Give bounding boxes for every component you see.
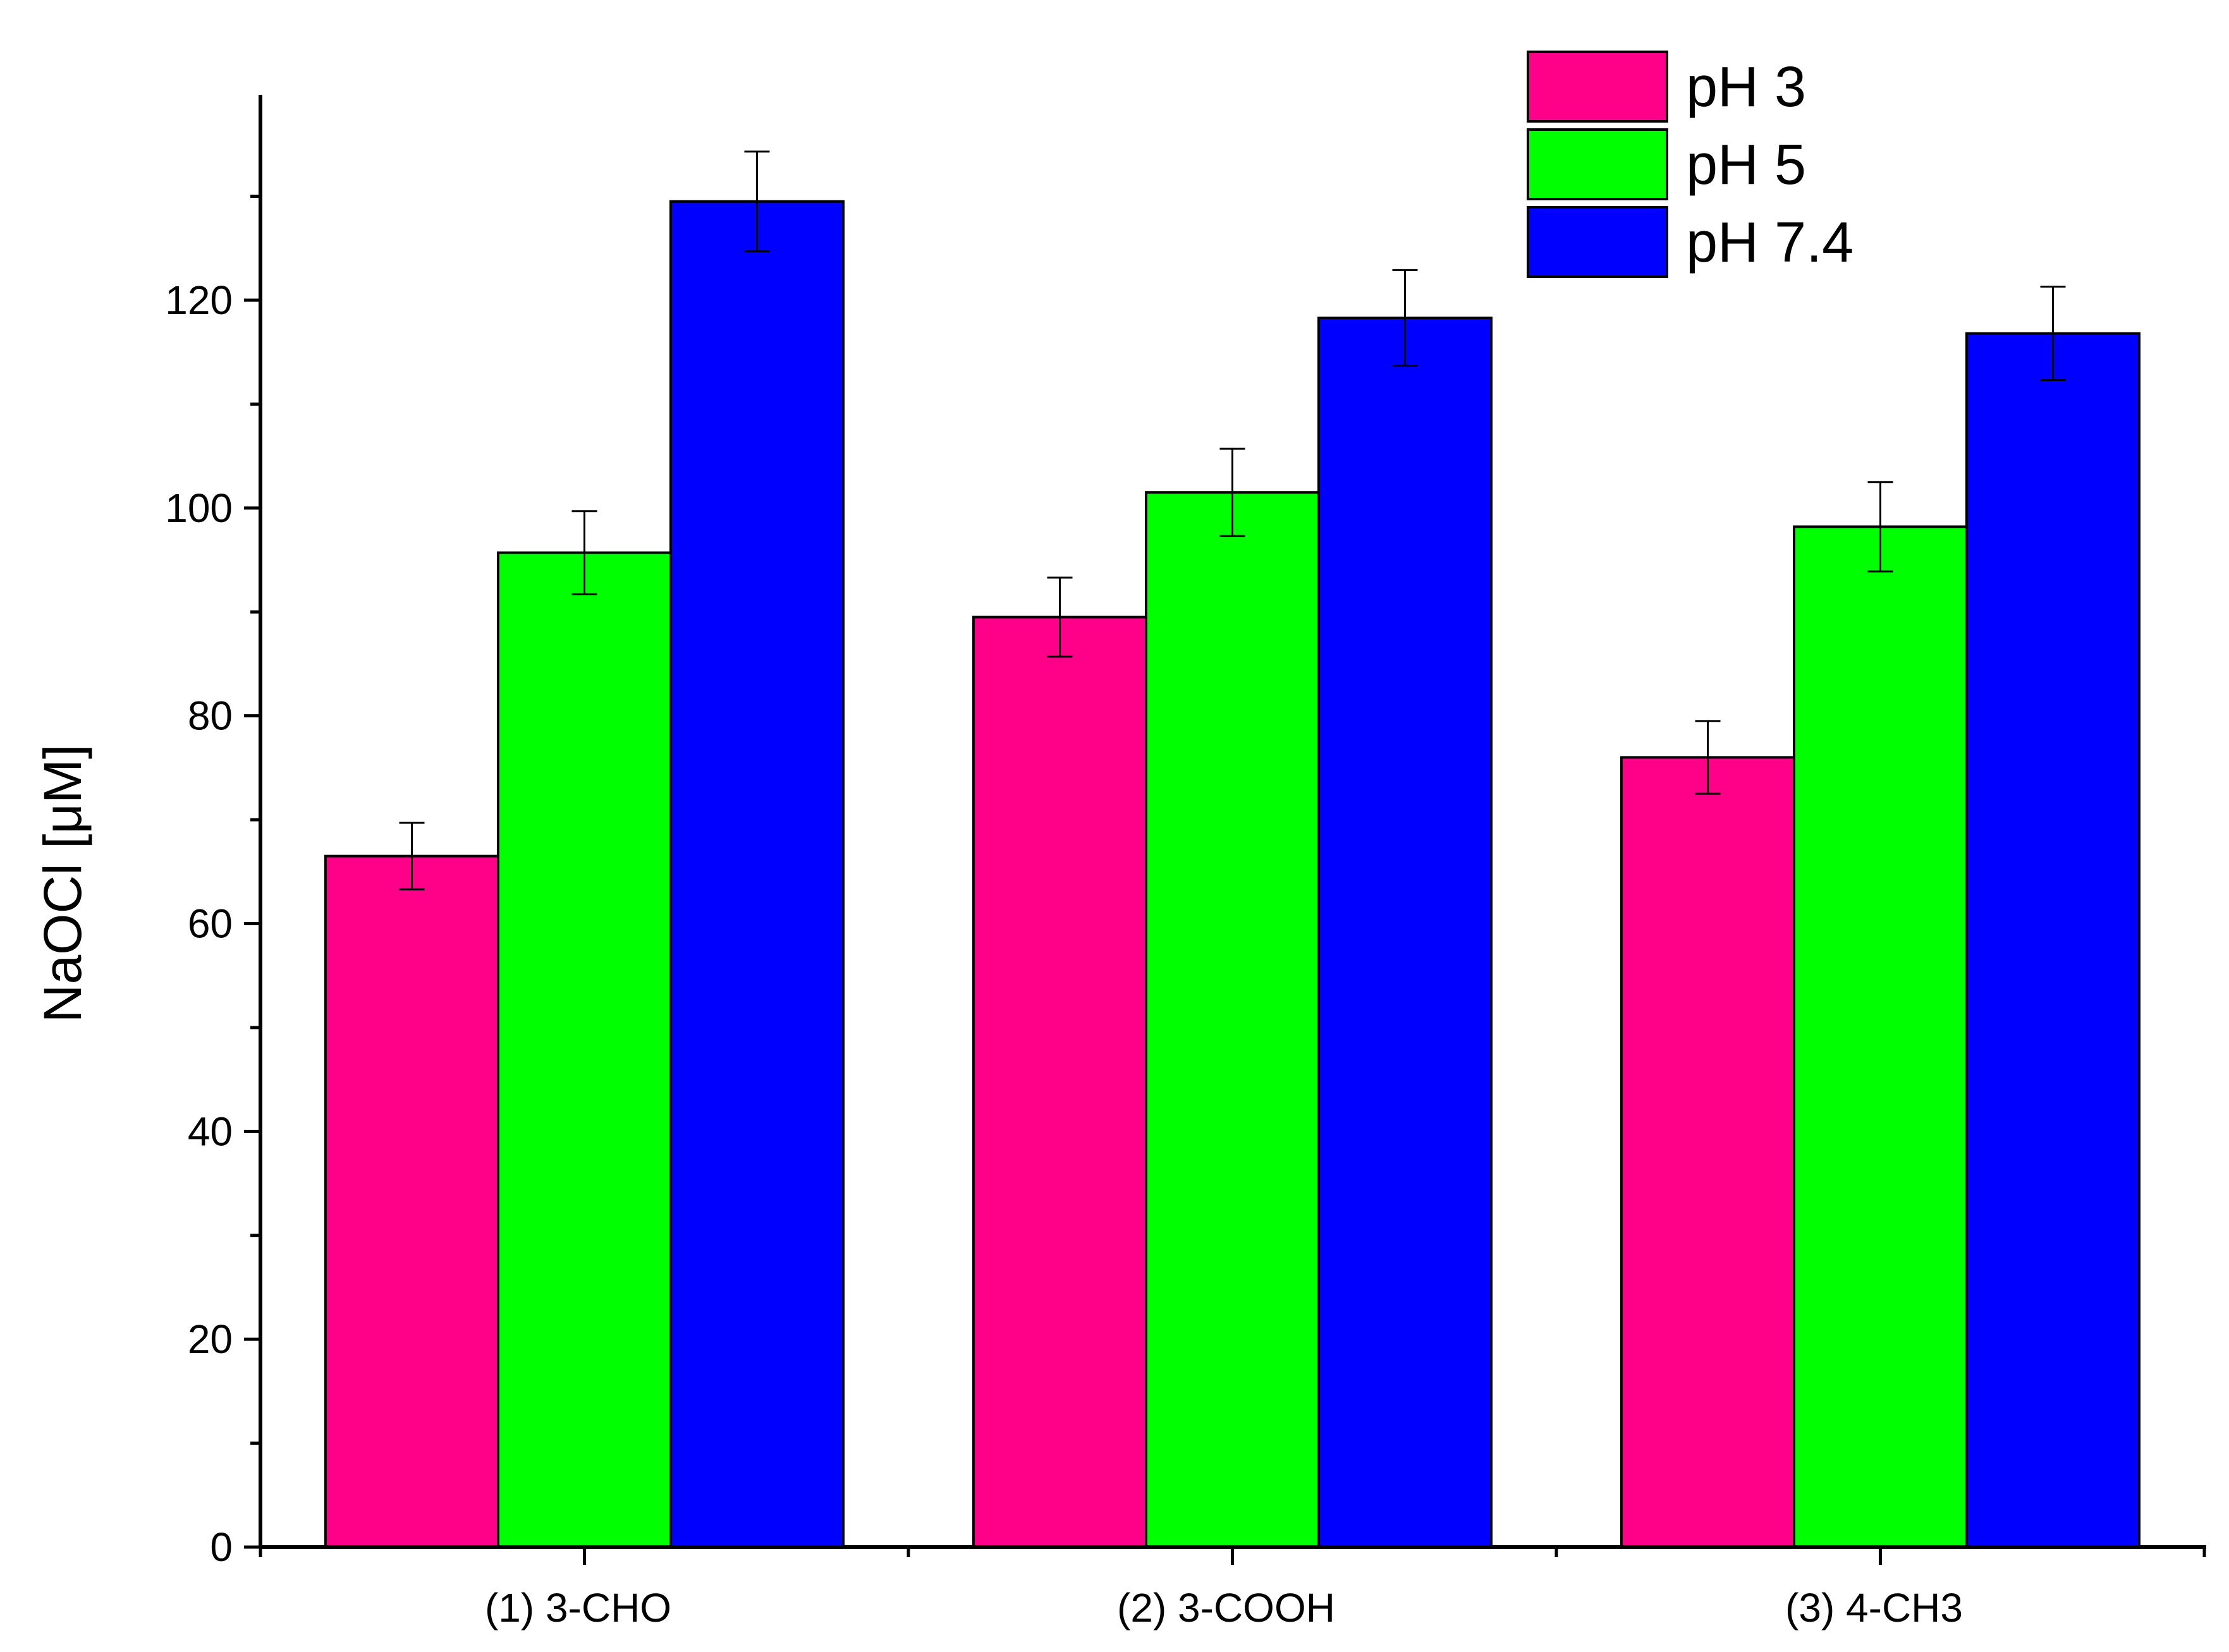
bar-ph-5-2 [1145, 491, 1320, 1549]
error-bar-ph-7.4-3 [2040, 286, 2066, 382]
x-tick-label: (3) 4-CH3 [1785, 1585, 1963, 1631]
bars-group [324, 200, 2140, 1549]
error-bars-group [399, 150, 2066, 890]
legend-label: pH 3 [1686, 56, 1806, 119]
legend: pH 3 pH 5 pH 7.4 [1527, 51, 1853, 278]
bar-ph-5-3 [1793, 525, 1968, 1548]
error-bar-ph-3-1 [399, 822, 425, 890]
y-tick-label: 100 [165, 485, 233, 531]
y-tick-label: 60 [188, 901, 233, 947]
axes-group: 0 20 40 60 80 100 120 (1) 3-CHO (2) 3-COOH (3) 4-… [165, 95, 2206, 1631]
error-bar-ph-3-2 [1047, 576, 1073, 658]
bar-ph-7.4-2 [1317, 316, 1493, 1549]
y-tick-label: 40 [188, 1108, 233, 1154]
bar-ph-7.4-3 [1965, 332, 2140, 1549]
error-bar-ph-5-3 [1867, 481, 1893, 573]
legend-swatch [1527, 51, 1668, 123]
error-bar-ph-3-3 [1695, 720, 1721, 795]
bar-ph-3-2 [972, 616, 1147, 1548]
error-bar-ph-5-1 [571, 510, 597, 595]
error-bar-ph-7.4-2 [1392, 269, 1418, 367]
y-tick-label: 0 [210, 1524, 233, 1570]
y-tick-label: 20 [188, 1316, 233, 1362]
bar-ph-3-1 [324, 854, 499, 1548]
legend-swatch [1527, 206, 1668, 278]
bar-ph-3-3 [1620, 756, 1795, 1548]
y-tick-label: 80 [188, 693, 233, 739]
x-tick-label: (1) 3-CHO [485, 1585, 671, 1631]
bar-ph-5-1 [497, 551, 672, 1548]
legend-label: pH 7.4 [1686, 211, 1853, 274]
y-tick-label: 120 [165, 277, 233, 323]
error-bar-ph-5-2 [1219, 447, 1245, 537]
x-tick-label: (2) 3-COOH [1117, 1585, 1335, 1631]
bar-ph-7.4-1 [669, 200, 845, 1548]
y-axis-title: NaOCl [μM] [33, 744, 92, 1023]
legend-swatch [1527, 128, 1668, 200]
error-bar-ph-7.4-1 [744, 150, 770, 253]
legend-label: pH 5 [1686, 133, 1806, 197]
